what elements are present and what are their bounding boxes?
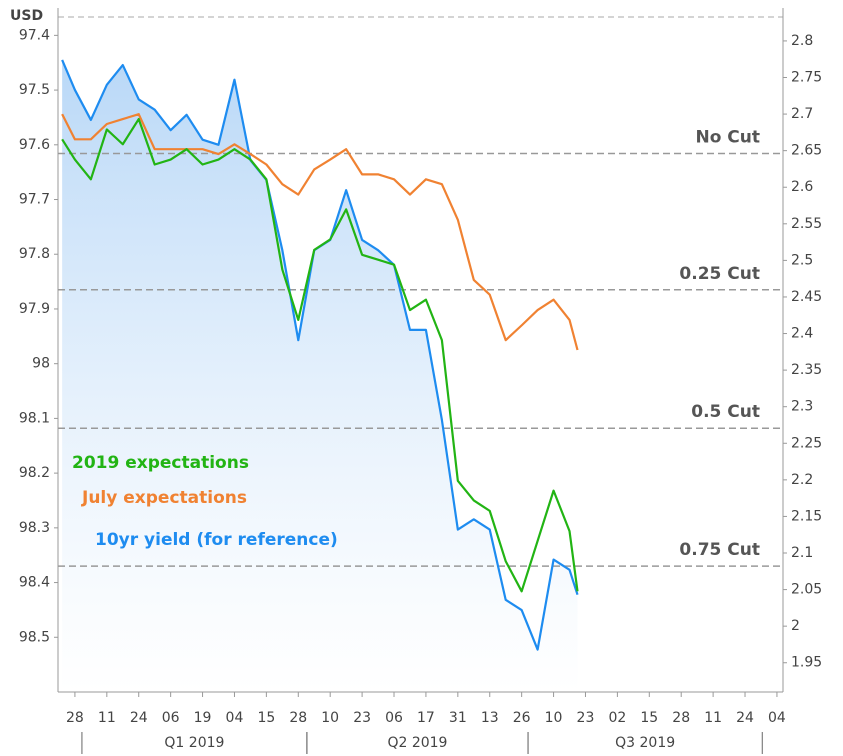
y-tick-label: 98.4 [19, 575, 50, 591]
x-tick-label: 04 [768, 710, 786, 726]
y2-tick-label: 2.55 [791, 216, 822, 232]
y2-tick-label: 2.6 [791, 179, 813, 195]
reference-label: 0.5 Cut [691, 402, 760, 422]
x-tick-label: 02 [608, 710, 626, 726]
y2-tick-label: 2.15 [791, 508, 822, 524]
period-label: Q2 2019 [387, 735, 447, 751]
x-tick-label: 28 [289, 710, 307, 726]
reference-label: No Cut [695, 128, 760, 148]
y-tick-label: 98.3 [19, 520, 50, 536]
period-label: Q3 2019 [615, 735, 675, 751]
x-tick-label: 17 [417, 710, 435, 726]
x-tick-label: 15 [640, 710, 658, 726]
y-tick-label: 97.6 [19, 137, 50, 153]
reference-label: 0.75 Cut [679, 540, 760, 560]
x-tick-label: 10 [545, 710, 563, 726]
series-line [61, 117, 579, 593]
x-tick-label: 28 [672, 710, 690, 726]
x-tick-label: 11 [704, 710, 722, 726]
y-tick-label: 97.9 [19, 301, 50, 317]
x-tick-label: 13 [481, 710, 499, 726]
x-tick-label: 23 [577, 710, 595, 726]
x-tick-label: 24 [130, 710, 148, 726]
x-tick-label: 11 [98, 710, 116, 726]
y2-tick-label: 2.25 [791, 435, 822, 451]
series-line [61, 113, 579, 351]
y2-tick-label: 2.3 [791, 399, 813, 415]
y-tick-label: 98 [32, 356, 50, 372]
reference-label: 0.25 Cut [679, 264, 760, 284]
x-tick-label: 15 [257, 710, 275, 726]
x-tick-label: 04 [226, 710, 244, 726]
y-tick-label: 98.5 [19, 629, 50, 645]
y2-tick-label: 2.05 [791, 582, 822, 598]
period-label: Q1 2019 [164, 735, 224, 751]
legend-entry: 10yr yield (for reference) [95, 530, 338, 550]
y2-tick-label: 2.7 [791, 106, 813, 122]
y-tick-label: 98.1 [19, 410, 50, 426]
y2-tick-label: 2.1 [791, 545, 813, 561]
y2-tick-label: 2.5 [791, 252, 813, 268]
x-tick-label: 31 [449, 710, 467, 726]
y2-tick-label: 2.75 [791, 69, 822, 85]
y2-tick-label: 2.4 [791, 326, 813, 342]
y2-tick-label: 2.35 [791, 362, 822, 378]
y-tick-label: 97.8 [19, 246, 50, 262]
y-tick-label: 97.7 [19, 192, 50, 208]
y2-tick-label: 2.65 [791, 143, 822, 159]
y2-tick-label: 2.2 [791, 472, 813, 488]
x-tick-label: 06 [162, 710, 180, 726]
y-axis-label: USD [10, 8, 43, 24]
legend-entry: July expectations [81, 488, 247, 508]
y-tick-label: 97.4 [19, 27, 50, 43]
x-tick-label: 23 [353, 710, 371, 726]
x-tick-label: 28 [66, 710, 84, 726]
y2-tick-label: 2 [791, 618, 800, 634]
y-tick-label: 97.5 [19, 82, 50, 98]
area-fill [62, 59, 578, 692]
y2-tick-label: 1.95 [791, 655, 822, 671]
x-tick-label: 19 [194, 710, 212, 726]
x-tick-label: 10 [321, 710, 339, 726]
x-tick-label: 26 [513, 710, 531, 726]
y2-tick-label: 2.8 [791, 33, 813, 49]
legend-entry: 2019 expectations [72, 453, 249, 473]
x-tick-label: 06 [385, 710, 403, 726]
y2-tick-label: 2.45 [791, 289, 822, 305]
y-tick-label: 98.2 [19, 465, 50, 481]
x-tick-label: 24 [736, 710, 754, 726]
